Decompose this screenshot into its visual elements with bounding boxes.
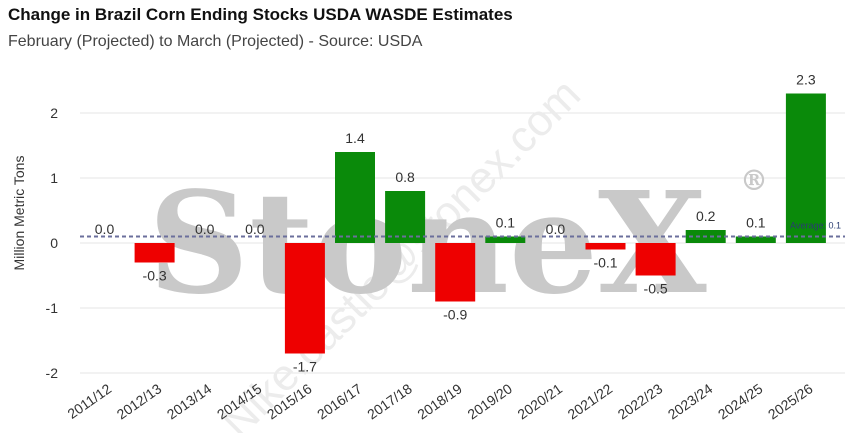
- x-tick-label: 2019/20: [464, 380, 515, 422]
- y-tick-label: 2: [50, 105, 58, 121]
- data-label: 0.0: [95, 221, 115, 237]
- average-label: Average: 0.1: [790, 221, 841, 231]
- data-label: -0.3: [143, 268, 167, 284]
- x-tick-label: 2022/23: [615, 380, 666, 422]
- x-tick-label: 2023/24: [665, 380, 716, 422]
- x-tick-label: 2024/25: [715, 380, 766, 422]
- data-label: 1.4: [345, 130, 365, 146]
- data-label: 2.3: [796, 72, 816, 88]
- data-labels: 0.0 -0.3 0.0 0.0 -1.7 1.4 0.8 -0.9 0.1 0.0 -0.1 -0.…: [95, 72, 816, 375]
- data-label: -1.7: [293, 359, 317, 375]
- bar: [435, 243, 476, 302]
- x-tick-label: 2016/17: [314, 380, 365, 422]
- bar: [485, 236, 526, 243]
- x-tick-label: 2020/21: [514, 380, 565, 422]
- data-label: -0.9: [443, 307, 467, 323]
- bar: [735, 236, 776, 243]
- data-label: -0.5: [644, 281, 668, 297]
- chart-subtitle: February (Projected) to March (Projected…: [8, 33, 423, 50]
- x-tick-label: 2025/26: [765, 380, 816, 422]
- data-label: 0.1: [746, 215, 766, 231]
- data-label: -0.1: [593, 255, 617, 271]
- x-tick-label: 2017/18: [364, 380, 415, 422]
- data-label: 0.8: [395, 169, 415, 185]
- bars: [134, 93, 826, 354]
- bar: [785, 93, 826, 243]
- y-tick-label: -2: [46, 365, 59, 381]
- x-tick-label: 2021/22: [565, 380, 616, 422]
- bar: [635, 243, 676, 276]
- x-tick-label: 2013/14: [164, 380, 215, 422]
- data-label: 0.0: [546, 221, 566, 237]
- bar: [585, 243, 626, 250]
- data-label: 0.1: [496, 215, 516, 231]
- bar: [284, 243, 325, 354]
- y-axis-label: Million Metric Tons: [11, 156, 27, 271]
- watermark-registered-mark: ®: [740, 164, 768, 197]
- bar: [335, 152, 375, 243]
- x-tick-label: 2012/13: [114, 380, 165, 422]
- x-tick-label: 2018/19: [414, 380, 465, 422]
- x-tick-label: 2011/12: [64, 380, 114, 422]
- y-tick-label: -1: [46, 300, 59, 316]
- data-label: 0.0: [245, 221, 265, 237]
- y-tick-label: 0: [50, 235, 58, 251]
- chart-title: Change in Brazil Corn Ending Stocks USDA…: [8, 5, 513, 24]
- y-tick-label: 1: [50, 170, 58, 186]
- data-label: 0.2: [696, 208, 716, 224]
- bar: [385, 191, 426, 243]
- bar: [134, 243, 175, 263]
- average-line-group: Average: 0.1: [80, 221, 845, 238]
- data-label: 0.0: [195, 221, 215, 237]
